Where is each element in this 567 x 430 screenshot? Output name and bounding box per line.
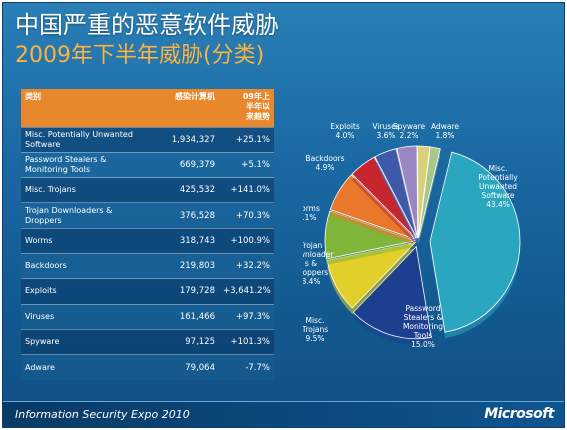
cell-computers: 1,934,327 (149, 126, 219, 153)
slide-title: 中国严重的恶意软件威胁 (15, 11, 279, 39)
pie-slice (352, 245, 432, 340)
pie-slice (396, 145, 419, 239)
table-row: Worms 318,743 +100.9% (21, 227, 274, 254)
pie-slice-shadow (418, 152, 441, 245)
cell-trend: +100.9% (219, 227, 274, 254)
table-header-row: 类别 感染计算机 09年上 半年以 来趋势 (21, 89, 274, 127)
table-row: Backdoors 219,803 +32.2% (21, 252, 274, 279)
pie-slice (324, 210, 417, 260)
cell-trend: +5.1% (219, 151, 274, 178)
cell-computers: 97,125 (149, 328, 219, 355)
cell-computers: 318,743 (149, 227, 219, 254)
pie-label: Misc. Trojans 9.5% (303, 316, 328, 343)
pie-label: Misc. Potentially Unwanted Software 43.4% (478, 164, 518, 209)
cell-category: Backdoors (21, 252, 149, 279)
cell-category: Password Stealers & Monitoring Tools (21, 151, 149, 178)
pie-slice (351, 156, 417, 239)
header-trend: 09年上 半年以 来趋势 (219, 89, 274, 127)
cell-computers: 425,532 (149, 177, 219, 203)
table-row: Misc. Potentially Unwanted Software 1,934… (21, 126, 274, 153)
pie-slice (374, 148, 418, 239)
cell-trend: +141.0% (219, 177, 274, 203)
cell-category: Misc. Trojans (21, 177, 149, 203)
cell-category: Adware (21, 354, 149, 380)
cell-trend: -7.7% (219, 354, 274, 380)
cell-category: Misc. Potentially Unwanted Software (21, 126, 149, 153)
pie-label: Spyware 2.2% (393, 123, 426, 140)
table-row: Password Stealers & Monitoring Tools 669,… (21, 151, 274, 178)
pie-label: Worms7.1% (303, 204, 320, 222)
header-category: 类别 (21, 89, 149, 127)
cell-trend: +101.3% (219, 328, 274, 355)
cell-trend: +97.3% (219, 303, 274, 330)
threat-pie-chart: Misc. Potentially Unwanted Software 43.4% Pas… (303, 123, 521, 349)
table-row: Spyware 97,125 +101.3% (21, 328, 274, 355)
microsoft-logo: Microsoft (484, 406, 554, 422)
threat-table: 类别 感染计算机 09年上 半年以 来趋势 Misc. Potentially Un… (21, 89, 274, 380)
pie-label: Password Stealers & Monitoring Tools 15.0% (403, 304, 443, 349)
cell-trend: +32.2% (219, 252, 274, 279)
cell-category: Spyware (21, 328, 149, 355)
cell-computers: 161,466 (149, 303, 219, 330)
pie-label: Exploits 4.0% (330, 123, 360, 140)
cell-computers: 669,379 (149, 151, 219, 178)
pie-label: Backdoors 4.9% (305, 154, 344, 172)
pie-slice (418, 146, 441, 239)
cell-trend: +70.3% (219, 202, 274, 229)
header-computers: 感染计算机 (149, 89, 219, 127)
pie-label: Viruses 3.6% (372, 123, 399, 140)
table-row: Exploits 179,728 +3,641.2% (21, 278, 274, 305)
cell-computers: 79,064 (149, 354, 219, 380)
table-row: Viruses 161,466 +97.3% (21, 303, 274, 330)
pie-label: Adware 1.8% (431, 123, 459, 140)
footer-event-name: Information Security Expo 2010 (15, 408, 190, 421)
cell-category: Worms (21, 227, 149, 254)
cell-category: Trojan Downloaders & Droppers (21, 202, 149, 229)
cell-category: Viruses (21, 303, 149, 330)
table-row: Trojan Downloaders & Droppers 376,528 +70.… (21, 202, 274, 229)
cell-trend: +3,641.2% (219, 278, 274, 305)
table-row: Adware 79,064 -7.7% (21, 354, 274, 380)
cell-computers: 179,728 (149, 278, 219, 305)
cell-category: Exploits (21, 278, 149, 305)
table-row: Misc. Trojans 425,532 +141.0% (21, 177, 274, 203)
pie-slice (329, 174, 416, 240)
slide-subtitle: 2009年下半年威胁(分类) (15, 43, 265, 68)
cell-computers: 376,528 (149, 202, 219, 229)
cell-computers: 219,803 (149, 252, 219, 279)
cell-trend: +25.1% (219, 126, 274, 153)
pie-slice (429, 151, 521, 333)
footer-bar: Information Security Expo 2010 Microsoft (3, 401, 564, 427)
